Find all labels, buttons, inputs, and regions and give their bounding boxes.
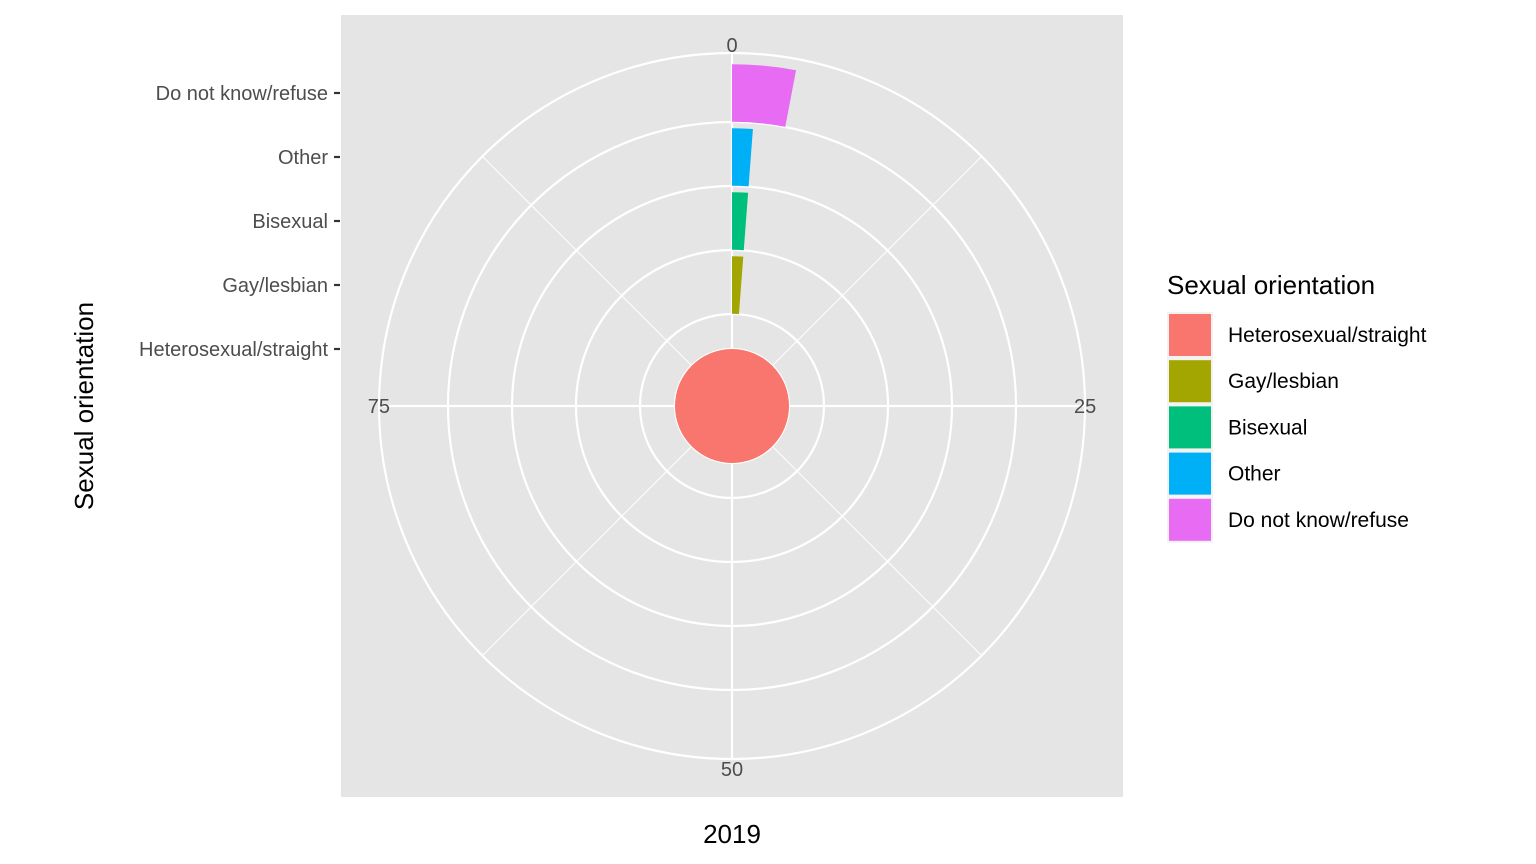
y-axis-title: Sexual orientation xyxy=(69,302,99,510)
grid xyxy=(377,51,1087,761)
theta-tick-label: 25 xyxy=(1074,396,1096,418)
legend: Sexual orientation Heterosexual/straight… xyxy=(1167,270,1427,543)
bar-1 xyxy=(675,349,789,463)
theta-tick-labels: 0 25 50 75 xyxy=(368,35,1097,781)
grid-spoke-minor xyxy=(731,405,982,656)
legend-swatch xyxy=(1169,498,1211,541)
x-axis-title: 2019 xyxy=(703,819,761,849)
grid-spoke-minor xyxy=(731,156,982,407)
legend-label: Heterosexual/straight xyxy=(1228,324,1427,347)
theta-tick-label: 50 xyxy=(721,759,743,781)
legend-swatch xyxy=(1169,360,1211,403)
legend-label: Bisexual xyxy=(1228,416,1307,439)
bar-3 xyxy=(732,192,749,251)
grid-spoke-minor xyxy=(482,156,733,407)
theta-tick-label: 75 xyxy=(368,396,390,418)
legend-title: Sexual orientation xyxy=(1167,270,1375,300)
bar-4 xyxy=(732,128,753,187)
y-tick-label: Do not know/refuse xyxy=(156,83,328,105)
legend-label: Do not know/refuse xyxy=(1228,509,1409,532)
legend-label: Gay/lesbian xyxy=(1228,370,1339,393)
bar-5 xyxy=(732,64,797,127)
theta-tick-label: 0 xyxy=(726,35,737,57)
y-tick-label: Bisexual xyxy=(252,211,328,233)
legend-swatch xyxy=(1169,452,1211,495)
bar-2 xyxy=(732,256,744,315)
legend-swatch xyxy=(1169,314,1211,356)
grid-spoke-minor xyxy=(482,405,733,656)
bars xyxy=(675,64,797,463)
legend-label: Other xyxy=(1228,463,1281,486)
y-tick-label: Other xyxy=(278,147,328,169)
y-tick-label: Heterosexual/straight xyxy=(139,339,328,361)
legend-swatch xyxy=(1169,406,1211,449)
y-axis: Heterosexual/straight Gay/lesbian Bisexual… xyxy=(139,83,340,361)
y-tick-label: Gay/lesbian xyxy=(222,275,328,297)
